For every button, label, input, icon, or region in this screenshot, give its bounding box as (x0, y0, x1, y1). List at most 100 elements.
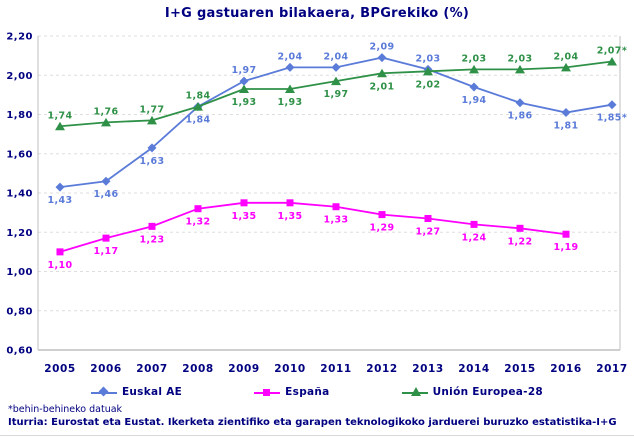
y-axis-label: 1,80 (6, 110, 33, 121)
x-axis-label: 2013 (412, 363, 444, 375)
x-axis-label: 2017 (596, 363, 628, 375)
x-axis-label: 2014 (458, 363, 490, 375)
data-point-marker (101, 176, 111, 186)
data-point-label: 1,35 (277, 211, 302, 222)
data-point-marker (470, 220, 478, 228)
data-point-marker (562, 230, 570, 238)
data-point-label: 2,02 (415, 79, 440, 90)
data-point-label: 1,43 (47, 195, 72, 206)
y-axis-label: 1,60 (6, 149, 33, 160)
data-point-marker (378, 211, 386, 219)
source-note: Iturria: Eurostat eta Eustat. Ikerketa z… (8, 417, 617, 428)
data-point-label: 2,09 (369, 42, 394, 53)
x-axis-label: 2006 (90, 363, 122, 375)
series-line-espa-a (59, 201, 567, 253)
data-point-marker (239, 84, 249, 93)
chart-area: 0,60 0,80 1,00 1,20 1,40 1,60 1,80 2,00 2,20 2005… (6, 32, 628, 376)
data-point-marker (516, 224, 524, 232)
data-point-label: 1,84 (185, 115, 210, 126)
data-point-marker (56, 248, 64, 256)
data-point-label: 1,23 (139, 234, 164, 245)
y-axis-label: 0,60 (6, 346, 33, 357)
data-point-marker (377, 53, 387, 63)
data-point-label: 1,97 (231, 65, 256, 76)
y-axis-label: 1,20 (6, 228, 33, 239)
data-point-marker (286, 199, 294, 207)
data-point-label: 1,84 (185, 91, 210, 102)
data-point-label: 1,24 (461, 232, 486, 243)
data-point-label: 1,46 (93, 189, 118, 200)
y-axis-label: 0,80 (6, 306, 33, 317)
data-point-marker (515, 98, 525, 108)
data-point-marker (101, 117, 111, 127)
data-point-label: 2,03 (507, 53, 532, 64)
data-point-marker (469, 64, 479, 74)
data-point-marker (147, 143, 157, 153)
data-point-marker (607, 57, 617, 66)
x-axis-label: 2010 (274, 363, 306, 375)
data-point-label: 1,22 (507, 236, 532, 247)
x-axis-label: 2012 (366, 363, 398, 375)
x-axis-label: 2005 (44, 363, 76, 375)
legend-item-espa-a: España (254, 386, 329, 398)
data-point-label: 1,10 (47, 260, 72, 271)
data-point-label: 2,03 (461, 53, 486, 64)
data-point-label: 1,35 (231, 211, 256, 222)
y-axis-label: 1,00 (6, 267, 33, 278)
data-point-marker (424, 215, 432, 223)
data-point-label: 1,93 (231, 97, 256, 108)
legend-item-euskal-ae: Euskal AE (90, 386, 183, 398)
data-point-label: 1,94 (461, 95, 486, 106)
x-axis-label: 2009 (228, 363, 260, 375)
data-point-label: 1,77 (139, 104, 164, 115)
data-point-label: 1,63 (139, 156, 164, 167)
data-point-marker (102, 234, 110, 242)
page-title: I+G gastuaren bilakaera, BPGrekiko (%) (164, 6, 470, 21)
chart-svg: 0,60 0,80 1,00 1,20 1,40 1,60 1,80 2,00 2,20 2005… (6, 32, 628, 376)
data-point-marker (561, 62, 571, 72)
data-point-label: 1,97 (323, 89, 348, 100)
legend-label: Unión Europea-28 (432, 386, 544, 398)
data-point-label: 2,04 (277, 51, 302, 62)
data-point-marker (377, 68, 387, 78)
legend-label: Euskal AE (121, 386, 183, 398)
data-point-marker (285, 84, 295, 93)
data-point-label: 1,27 (415, 227, 440, 238)
x-axis-label: 2016 (550, 363, 582, 375)
data-point-marker (147, 115, 157, 125)
data-point-label: 1,93 (277, 97, 302, 108)
data-point-marker (148, 222, 156, 230)
data-point-label: 1,86 (507, 111, 532, 122)
data-point-label: 2,01 (369, 81, 394, 92)
bottom-divider (0, 435, 634, 436)
data-point-marker (331, 76, 341, 86)
y-axis-label: 2,00 (6, 71, 33, 82)
data-point-marker (239, 76, 249, 86)
data-point-label: 1,29 (369, 223, 394, 234)
data-point-label: 2,03 (415, 53, 440, 64)
data-point-marker (285, 62, 295, 72)
data-point-marker (561, 108, 571, 118)
data-point-marker (332, 203, 340, 211)
x-axis-label: 2007 (136, 363, 168, 375)
data-point-label: 1,19 (553, 242, 578, 253)
data-point-label: 1,81 (553, 121, 578, 132)
data-point-marker (240, 199, 248, 207)
data-point-marker (515, 64, 525, 74)
legend-item-uni-n-europea-28: Unión Europea-28 (401, 386, 544, 398)
data-point-marker (607, 100, 617, 110)
legend-triangle-icon (401, 387, 428, 397)
data-point-label: 2,07* (597, 46, 627, 57)
data-point-marker (423, 66, 433, 76)
data-point-marker (331, 62, 341, 72)
data-point-label: 2,04 (553, 51, 578, 62)
legend-label: España (285, 386, 330, 398)
data-point-marker (194, 205, 202, 213)
data-point-label: 1,85* (597, 113, 627, 124)
data-point-marker (55, 182, 65, 192)
data-point-label: 1,76 (93, 106, 118, 117)
chart-legend: Euskal AE España Unión Europea-28 (0, 386, 634, 398)
footnote: *behin-behineko datuak (8, 404, 123, 415)
data-point-label: 1,32 (185, 217, 210, 228)
x-axis-label: 2008 (182, 363, 214, 375)
